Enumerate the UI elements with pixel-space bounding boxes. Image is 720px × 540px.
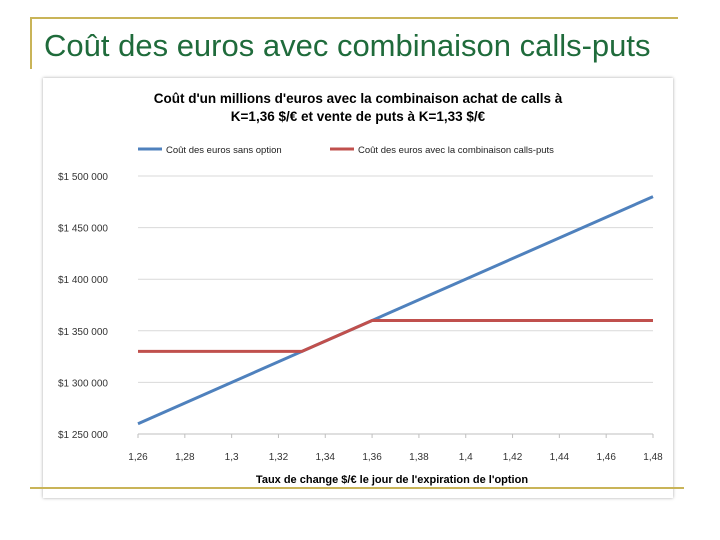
x-tick-label: 1,3: [225, 452, 239, 463]
y-tick-label: $1 400 000: [58, 275, 108, 286]
slide-frame-left-line: [30, 17, 32, 69]
x-tick-label: 1,32: [269, 452, 289, 463]
legend-label-0: Coût des euros sans option: [166, 145, 282, 156]
x-axis-tick-labels: 1,26 1,28 1,3 1,32 1,34 1,36 1,38 1,4 1,42 1,44 1,…: [128, 434, 663, 463]
x-axis-label: Taux de change $/€ le jour de l'expirati…: [256, 474, 528, 486]
x-tick-label: 1,46: [596, 452, 616, 463]
chart-series: [137, 195, 654, 426]
x-tick-label: 1,38: [409, 452, 429, 463]
line-chart: Coût d'un millions d'euros avec la combi…: [58, 91, 663, 486]
chart-title-line-1: Coût d'un millions d'euros avec la combi…: [154, 91, 563, 106]
legend-label-1: Coût des euros avec la combinaison calls…: [358, 145, 554, 156]
slide-frame-top-line: [30, 17, 678, 19]
y-tick-label: $1 300 000: [58, 378, 108, 389]
x-tick-label: 1,28: [175, 452, 195, 463]
series-line-1: [138, 319, 653, 353]
y-tick-label: $1 250 000: [58, 430, 108, 441]
chart-title-line-2: K=1,36 $/€ et vente de puts à K=1,33 $/€: [231, 109, 486, 124]
x-tick-label: 1,34: [316, 452, 336, 463]
series-line-0: [137, 195, 654, 426]
x-tick-label: 1,4: [459, 452, 473, 463]
chart-container: Coût d'un millions d'euros avec la combi…: [43, 78, 673, 498]
y-axis-tick-labels: $1 250 000 $1 300 000 $1 350 000 $1 400 000…: [58, 172, 108, 441]
y-tick-label: $1 450 000: [58, 224, 108, 235]
x-tick-label: 1,44: [550, 452, 570, 463]
y-tick-label: $1 500 000: [58, 172, 108, 183]
y-tick-label: $1 350 000: [58, 327, 108, 338]
slide-title: Coût des euros avec combinaison calls-pu…: [44, 28, 651, 63]
x-tick-label: 1,26: [128, 452, 148, 463]
x-tick-label: 1,42: [503, 452, 523, 463]
slide-frame-bottom-line: [30, 487, 684, 489]
x-tick-label: 1,48: [643, 452, 663, 463]
chart-legend: Coût des euros sans option Coût des euros…: [138, 145, 554, 156]
chart-gridlines: [138, 175, 653, 435]
x-tick-label: 1,36: [362, 452, 382, 463]
